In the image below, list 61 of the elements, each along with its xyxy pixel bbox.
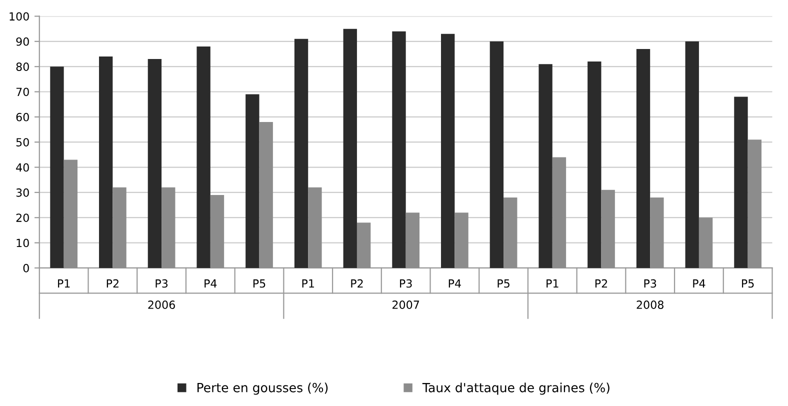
legend-label: Perte en gousses (%) bbox=[197, 382, 328, 395]
y-tick-label: 40 bbox=[16, 163, 29, 172]
bar bbox=[259, 122, 273, 268]
y-tick-label: 20 bbox=[16, 214, 29, 222]
y-tick-label: 100 bbox=[10, 12, 29, 21]
x-tick-label: P4 bbox=[693, 279, 706, 288]
bar bbox=[294, 38, 308, 268]
bar bbox=[50, 66, 64, 268]
text: 2006 bbox=[148, 300, 175, 309]
x-tick-label: P1 bbox=[546, 279, 558, 288]
bar bbox=[748, 140, 762, 268]
bar bbox=[588, 62, 602, 268]
x-tick-label: P4 bbox=[448, 279, 461, 288]
y-tick-label: 80 bbox=[16, 62, 29, 71]
bar bbox=[112, 187, 126, 268]
bar bbox=[698, 218, 713, 268]
bar bbox=[601, 190, 615, 268]
y-tick-label: 60 bbox=[16, 112, 29, 122]
y-tick-label: 70 bbox=[16, 88, 29, 96]
bar bbox=[392, 31, 406, 268]
bar bbox=[406, 212, 420, 268]
bar bbox=[162, 187, 176, 268]
y-tick-label: 10 bbox=[16, 238, 29, 248]
x-tick-label: P5 bbox=[742, 279, 754, 288]
bar bbox=[734, 96, 748, 268]
text: 2007 bbox=[392, 300, 420, 309]
bar bbox=[210, 194, 224, 268]
bar bbox=[538, 64, 552, 268]
bar bbox=[552, 157, 566, 268]
bar bbox=[504, 197, 518, 268]
x-tick-label: P2 bbox=[106, 279, 118, 288]
x-tick-label: P5 bbox=[253, 279, 266, 288]
x-tick-label: P3 bbox=[644, 279, 656, 288]
bar bbox=[636, 48, 650, 268]
x-tick-label: P1 bbox=[302, 279, 314, 288]
y-tick-label: 30 bbox=[16, 188, 29, 197]
y-tick-label: 90 bbox=[16, 37, 29, 46]
bar bbox=[196, 46, 210, 268]
bar bbox=[148, 59, 162, 268]
x-tick-label: P2 bbox=[595, 279, 608, 288]
x-tick-label: P1 bbox=[58, 279, 70, 288]
bar bbox=[246, 94, 260, 268]
x-tick-label: P4 bbox=[204, 279, 217, 288]
x-tick-label: P2 bbox=[351, 279, 363, 288]
bar bbox=[490, 41, 504, 268]
y-tick-label: 0 bbox=[23, 264, 29, 272]
bar bbox=[343, 28, 357, 268]
bar bbox=[440, 34, 455, 268]
bar bbox=[308, 187, 322, 268]
bar bbox=[650, 197, 664, 268]
bar bbox=[64, 160, 78, 268]
text: 2008 bbox=[636, 300, 664, 309]
x-tick-label: P3 bbox=[400, 279, 412, 288]
bar bbox=[99, 56, 113, 268]
legend-label: Taux d'attaque de graines (%) bbox=[422, 382, 610, 395]
x-tick-label: P5 bbox=[498, 279, 510, 288]
bar bbox=[685, 41, 699, 268]
bar bbox=[356, 222, 371, 268]
bar bbox=[454, 212, 468, 268]
y-tick-label: 50 bbox=[16, 138, 29, 146]
x-tick-label: P3 bbox=[156, 279, 168, 288]
